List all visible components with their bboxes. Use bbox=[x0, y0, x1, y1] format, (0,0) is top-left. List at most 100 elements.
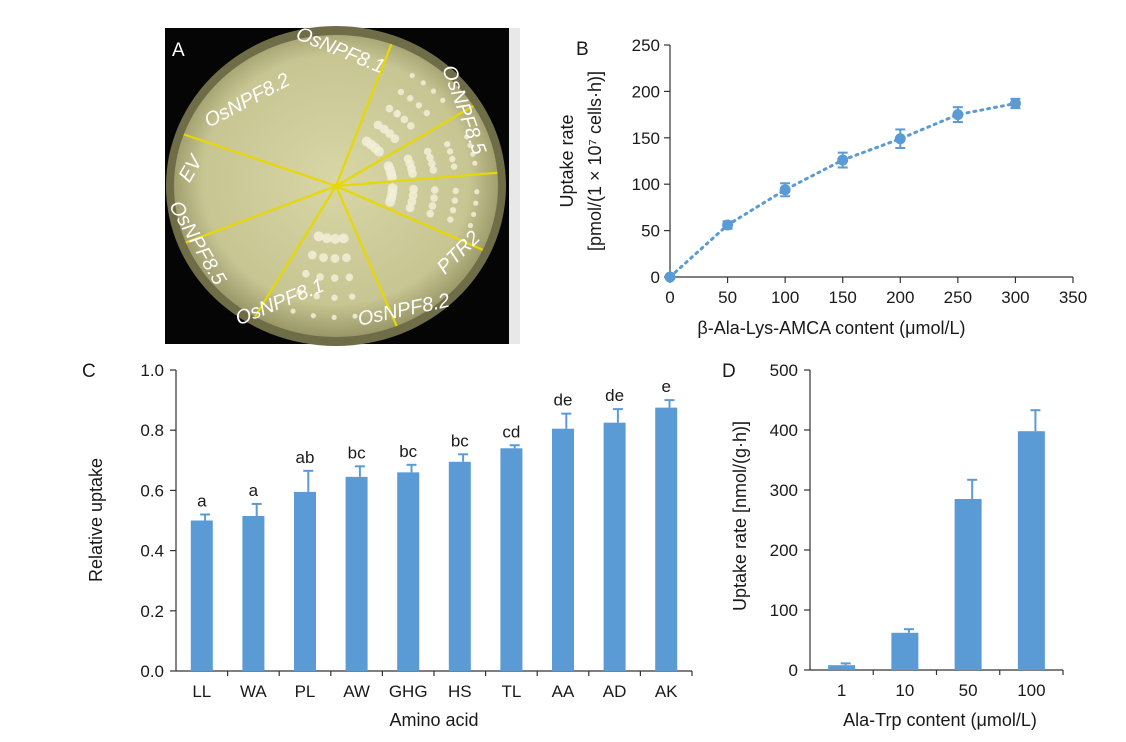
panel-label-b: B bbox=[576, 39, 589, 60]
colony bbox=[423, 109, 431, 117]
y-tick-label: 200 bbox=[770, 541, 798, 560]
colony bbox=[446, 148, 454, 155]
y-tick-label: 100 bbox=[632, 175, 660, 194]
colony bbox=[307, 250, 317, 260]
y-tick-label: 400 bbox=[770, 421, 798, 440]
y-tick-label: 500 bbox=[770, 361, 798, 380]
colony bbox=[443, 140, 451, 148]
data-point bbox=[1009, 97, 1021, 109]
colony bbox=[449, 206, 457, 214]
colony bbox=[408, 169, 417, 178]
bar bbox=[828, 665, 856, 670]
y-tick-label: 0.0 bbox=[140, 662, 164, 681]
y-axis-title-line2: [pmol/(1 × 10⁷ cells·h)] bbox=[585, 71, 605, 251]
trend-line bbox=[668, 101, 1017, 279]
y-tick-label: 100 bbox=[770, 601, 798, 620]
x-tick-label: GHG bbox=[389, 682, 428, 701]
y-tick-label: 0.4 bbox=[140, 542, 164, 561]
colony bbox=[409, 72, 415, 79]
colony bbox=[348, 293, 356, 300]
bar bbox=[603, 422, 626, 671]
panel-label-d: D bbox=[722, 361, 736, 382]
bar bbox=[190, 520, 213, 671]
y-tick-label: 200 bbox=[632, 82, 660, 101]
x-tick-label: LL bbox=[192, 682, 211, 701]
significance-letter: bc bbox=[451, 431, 469, 450]
colony bbox=[330, 274, 339, 282]
colony bbox=[428, 202, 437, 210]
colony bbox=[407, 95, 414, 102]
colony bbox=[470, 211, 477, 218]
y-tick-label: 0 bbox=[789, 661, 798, 680]
colony bbox=[415, 102, 423, 109]
colony bbox=[429, 166, 438, 174]
panel-b: B 0 50 100 150 200 250 0 50 100 150 200 250 300 350 β-… bbox=[557, 36, 1087, 338]
colony bbox=[470, 151, 476, 157]
bar bbox=[954, 499, 982, 670]
colony bbox=[400, 115, 409, 124]
y-axis-title-line1: Uptake rate bbox=[557, 114, 577, 207]
panel-c: C 0.0 0.2 0.4 0.6 0.8 1.0 LL a WA a PL ab AW bc GHG bc H… bbox=[82, 361, 693, 730]
colony bbox=[393, 109, 401, 118]
sector-line bbox=[334, 185, 398, 327]
x-tick-label: 1 bbox=[837, 681, 846, 700]
colony bbox=[321, 233, 332, 244]
x-tick-label: PL bbox=[295, 682, 316, 701]
y-axis-title: Relative uptake bbox=[86, 458, 106, 582]
x-tick-label: 300 bbox=[1001, 288, 1029, 307]
x-tick-label: AK bbox=[655, 682, 678, 701]
bar bbox=[500, 448, 523, 671]
colony bbox=[474, 189, 480, 195]
colony bbox=[385, 196, 396, 207]
data-point bbox=[664, 271, 676, 283]
panel-d: D 0 100 200 300 400 500 1 10 50 100 Ala-Trp conten… bbox=[722, 361, 1064, 730]
colony bbox=[440, 97, 446, 103]
bar bbox=[891, 632, 919, 670]
colony bbox=[338, 233, 349, 244]
colony bbox=[467, 222, 474, 229]
colony bbox=[430, 88, 437, 94]
bar bbox=[655, 407, 678, 671]
colony bbox=[450, 163, 458, 170]
yeast-colonies bbox=[290, 72, 480, 320]
colony bbox=[397, 88, 405, 96]
y-tick-label: 1.0 bbox=[140, 361, 164, 380]
x-tick-label: 350 bbox=[1059, 288, 1087, 307]
colony bbox=[447, 216, 454, 223]
sector-line bbox=[335, 184, 484, 251]
x-tick-label: 10 bbox=[895, 681, 914, 700]
x-tick-label: AD bbox=[603, 682, 627, 701]
x-axis-title: β-Ala-Lys-AMCA content (μmol/L) bbox=[697, 318, 965, 338]
colony bbox=[451, 197, 459, 204]
bar bbox=[294, 491, 316, 671]
colony bbox=[426, 209, 435, 218]
colony bbox=[316, 273, 324, 281]
y-tick-label: 50 bbox=[641, 222, 660, 241]
x-tick-label: 200 bbox=[886, 288, 914, 307]
x-tick-label: 50 bbox=[959, 681, 978, 700]
data-point bbox=[722, 219, 734, 231]
sector-line bbox=[335, 105, 474, 187]
colony bbox=[420, 80, 426, 86]
significance-letter: de bbox=[605, 386, 624, 405]
x-tick-label: AA bbox=[552, 682, 575, 701]
colony bbox=[472, 160, 478, 166]
data-point bbox=[779, 184, 791, 196]
y-tick-label: 0.8 bbox=[140, 421, 164, 440]
colony bbox=[352, 313, 358, 319]
colony bbox=[409, 184, 419, 194]
colony bbox=[313, 293, 320, 300]
colony bbox=[386, 171, 397, 182]
x-tick-label: TL bbox=[501, 682, 521, 701]
significance-letter: cd bbox=[502, 422, 520, 441]
significance-letter: bc bbox=[399, 442, 417, 461]
photo-edge-strip bbox=[509, 28, 520, 344]
sector-line bbox=[185, 184, 337, 244]
bar bbox=[345, 476, 368, 671]
colony bbox=[290, 308, 296, 314]
x-tick-label: 100 bbox=[1017, 681, 1045, 700]
x-tick-label: AW bbox=[343, 682, 370, 701]
y-tick-label: 150 bbox=[632, 129, 660, 148]
data-point bbox=[894, 133, 906, 145]
